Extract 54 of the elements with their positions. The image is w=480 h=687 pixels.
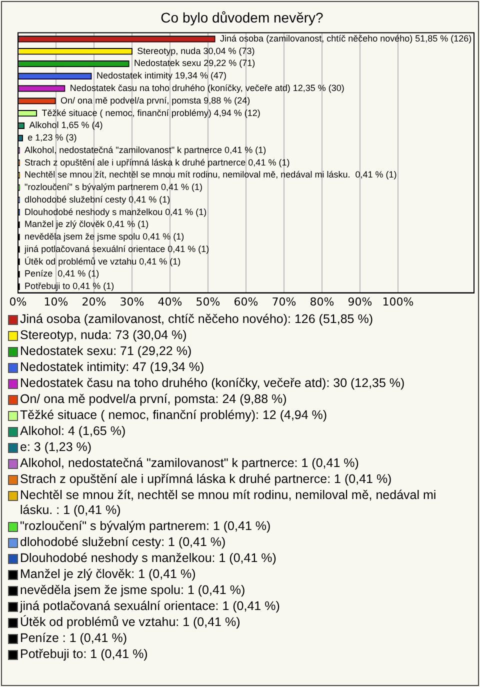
text: Útěk od problémů ve vztahu: 1 (0,41 %) xyxy=(20,615,240,630)
text: Nedostatek času na toho druhého (koníčky, večeře atd): 30 (12,35 %) xyxy=(20,376,405,391)
category-label: Nedostatek sexu 29,22 % (71) xyxy=(134,58,256,68)
text: jiná potlačovaná sexuální orientace: 1 (0,41 %) xyxy=(20,599,280,614)
category-label: e 1,23 % (3) xyxy=(28,132,77,143)
category-label: Manžel je zlý člověk 0,41 % (1) xyxy=(24,219,149,230)
x-tick-label: 0% xyxy=(9,295,27,308)
text: Jiná osoba (zamilovanost, chtíč něčeho nového): 126 (51,85 %) xyxy=(20,312,373,327)
category-label: Potřebuji to 0,41 % (1) xyxy=(24,281,114,292)
text: Nedostatek sexu: 71 (29,22 %) xyxy=(20,344,192,359)
x-tick-label: 60% xyxy=(234,295,258,308)
x-tick-label: 50% xyxy=(196,295,220,308)
text: Nechtěl se mnou žít, nechtěl se mnou mít rodinu, nemiloval mě, nedával mi lásku. : 1 (0,41 %) xyxy=(20,488,438,518)
category-label: Jiná osoba (zamilovanost, chtíč něčeho nového) 51,85 % (126) xyxy=(220,33,472,44)
category-label: Stereotyp, nuda 30,04 % (73) xyxy=(137,46,255,56)
x-tick-label: 30% xyxy=(120,295,144,308)
x-tick-label: 10% xyxy=(44,295,68,308)
x-tick-label: 40% xyxy=(158,295,182,308)
category-label: Strach z opuštění ale i upřímná láska k druhé partnerce 0,41 % (1) xyxy=(24,157,290,168)
x-tick-label: 20% xyxy=(82,295,106,308)
category-label: dlohodobé služební cesty 0,41 % (1) xyxy=(24,194,170,204)
category-label: Dlouhodobé neshody s manželkou 0,41 % (1) xyxy=(24,206,207,217)
category-label: Peníze 0,41 % (1) xyxy=(24,268,100,279)
text: Alkohol: 4 (1,65 %) xyxy=(20,424,126,439)
text: Alkohol, nedostatečná "zamilovanost" k partnerce: 1 (0,41 %) xyxy=(20,456,359,471)
chart-title: Co bylo důvodem nevěry? xyxy=(160,9,324,26)
text: dlohodobé služební cesty: 1 (0,41 %) xyxy=(20,535,226,550)
category-label: Útěk od problémů ve vztahu 0,41 % (1) xyxy=(24,256,181,266)
x-tick-label: 80% xyxy=(310,295,334,308)
category-label: nevěděla jsem že jsme spolu 0,41 % (1) xyxy=(24,232,184,242)
category-label: Těžké situace ( nemoc, finanční problémy) 4,94 % (12) xyxy=(42,108,260,118)
text: Strach z opuštění ale i upřímná láska k druhé partnerce: 1 (0,41 %) xyxy=(20,472,392,487)
text: Dlouhodobé neshody s manželkou: 1 (0,41 %) xyxy=(20,551,276,566)
x-tick-label: 70% xyxy=(272,295,296,308)
text: Stereotyp, nuda: 73 (30,04 %) xyxy=(20,328,187,343)
text: nevěděla jsem že jsme spolu: 1 (0,41 %) xyxy=(20,583,246,598)
category-label: Nedostatek času na toho druhého (koníčky, večeře atd) 12,35 % (30) xyxy=(70,83,344,93)
text: Manžel je zlý člověk: 1 (0,41 %) xyxy=(20,567,196,582)
category-label: "rozloučení" s bývalým partnerem 0,41 % (1) xyxy=(24,182,203,192)
text: Těžké situace ( nemoc, finanční problémy): 12 (4,94 %) xyxy=(20,408,328,423)
text: Potřebuji to: 1 (0,41 %) xyxy=(20,647,148,662)
text: On/ ona mě podvel/a první, pomsta: 24 (9,88 %) xyxy=(20,392,287,407)
text: Nedostatek intimity: 47 (19,34 %) xyxy=(20,360,204,375)
text: "rozloučení" s bývalým partnerem: 1 (0,41 %) xyxy=(20,519,271,534)
text: e: 3 (1,23 %) xyxy=(20,440,92,455)
category-label: jiná potlačovaná sexuální orientace 0,41 % (1) xyxy=(24,244,210,254)
text: Peníze : 1 (0,41 %) xyxy=(20,631,128,646)
category-label: Nedostatek intimity 19,34 % (47) xyxy=(96,70,227,81)
category-label: Nechtěl se mnou žít, nechtěl se mnou mít rodinu, nemiloval mě, nedával mi lásku. 0,41 % (1) xyxy=(24,170,397,180)
category-label: On/ ona mě podvel/a první, pomsta 9,88 % (24) xyxy=(60,95,250,106)
x-tick-label: 90% xyxy=(348,295,372,308)
category-label: Alkohol 1,65 % (4) xyxy=(29,120,103,130)
category-label: Alkohol, nedostatečná "zamilovanost" k partnerce 0,41 % (1) xyxy=(24,144,266,155)
x-tick-label: 100% xyxy=(382,295,414,308)
